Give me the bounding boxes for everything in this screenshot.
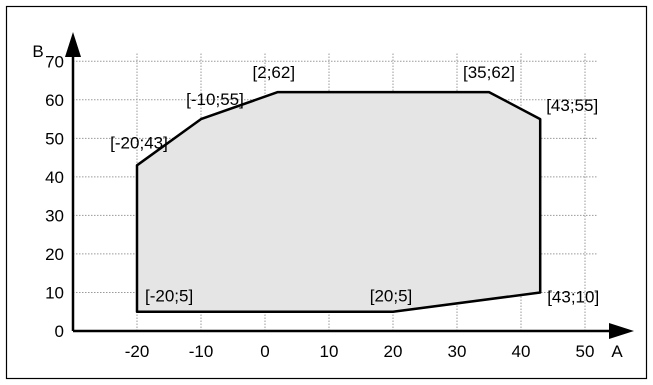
y-tick-label: 70 xyxy=(45,52,64,71)
chart-border xyxy=(5,5,648,380)
tick-labels: -20 -10 0 10 20 30 40 50 0 10 20 30 40 50 60 70 A B xyxy=(32,42,623,361)
x-tick-label: 0 xyxy=(260,342,269,361)
point-label: [-20;5] xyxy=(145,287,193,306)
y-tick-label: 30 xyxy=(45,206,64,225)
y-tick-label: 40 xyxy=(45,168,64,187)
x-tick-label: 10 xyxy=(320,342,339,361)
y-tick-label: 50 xyxy=(45,129,64,148)
point-label: [20;5] xyxy=(370,287,413,306)
x-tick-label: -20 xyxy=(125,342,150,361)
y-axis-arrowhead xyxy=(65,32,81,57)
point-label: [-10;55] xyxy=(186,90,244,109)
axes xyxy=(65,32,634,339)
x-tick-label: 20 xyxy=(384,342,403,361)
y-tick-label: 0 xyxy=(55,322,64,341)
point-label: [43;55] xyxy=(546,96,598,115)
x-axis-arrowhead xyxy=(609,323,634,339)
operating-envelope-area xyxy=(135,90,542,313)
point-label: [-20;43] xyxy=(110,133,168,152)
x-tick-label: 30 xyxy=(448,342,467,361)
y-tick-label: 20 xyxy=(45,245,64,264)
point-label: [2;62] xyxy=(253,63,296,82)
point-label: [35;62] xyxy=(463,63,515,82)
y-tick-label: 10 xyxy=(45,283,64,302)
x-tick-label: 50 xyxy=(576,342,595,361)
y-tick-label: 60 xyxy=(45,91,64,110)
x-axis-label: A xyxy=(611,342,623,361)
y-axis-label: B xyxy=(32,42,43,61)
point-labels: [-20;5] [20;5] [43;10] [43;55] [35;62] [2;62]… xyxy=(110,63,599,306)
point-label: [43;10] xyxy=(547,287,599,306)
x-tick-label: 40 xyxy=(512,342,531,361)
x-tick-label: -10 xyxy=(189,342,214,361)
